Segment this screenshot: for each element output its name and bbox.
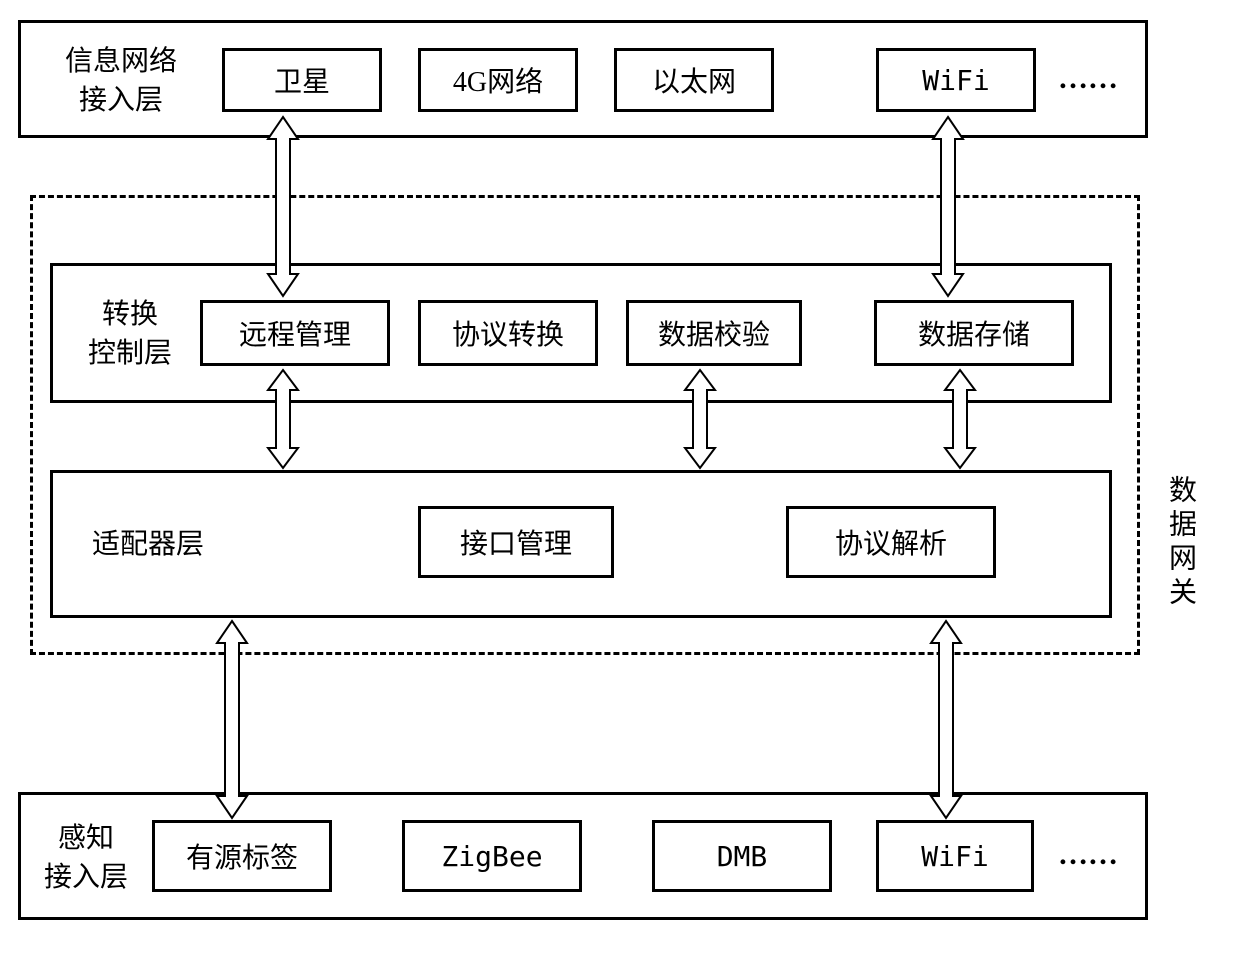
arrow-adapter-wifi [931, 621, 961, 818]
node-satellite: 卫星 [222, 48, 382, 112]
layer-label-text: 感知接入层 [44, 819, 128, 897]
node-label: 卫星 [274, 60, 330, 100]
layer-conversion-label: 转换控制层 [70, 298, 190, 370]
node-active-tag: 有源标签 [152, 820, 332, 892]
node-label: 以太网 [652, 60, 736, 100]
node-label: 4G网络 [453, 60, 543, 100]
node-label: 远程管理 [239, 313, 351, 353]
node-ethernet: 以太网 [614, 48, 774, 112]
ellipsis-bottom: …… [1058, 838, 1118, 872]
node-wifi-bottom: WiFi [876, 820, 1034, 892]
node-protocol-parsing: 协议解析 [786, 506, 996, 578]
ellipsis-text: …… [1058, 62, 1118, 96]
node-protocol-conversion: 协议转换 [418, 300, 598, 366]
layer-label-text: 转换控制层 [88, 295, 172, 373]
node-label: WiFi [922, 64, 989, 97]
arrow-remote-adapter [268, 370, 298, 468]
side-label-data-gateway: 数据网关 [1160, 458, 1200, 628]
side-label-text: 数据网关 [1160, 475, 1200, 611]
diagram-canvas: 信息网络接入层 卫星 4G网络 以太网 WiFi …… 数据网关 转换控制层 远… [0, 0, 1240, 969]
node-remote-management: 远程管理 [200, 300, 390, 366]
arrow-satellite-remote [268, 117, 298, 296]
arrow-wifi-storage [933, 117, 963, 296]
node-label: ZigBee [441, 840, 542, 873]
node-data-verification: 数据校验 [626, 300, 802, 366]
node-wifi-top: WiFi [876, 48, 1036, 112]
ellipsis-text: …… [1058, 838, 1118, 872]
node-label: 有源标签 [186, 836, 298, 876]
node-data-storage: 数据存储 [874, 300, 1074, 366]
arrow-adapter-tag [217, 621, 247, 818]
layer-info-access-label: 信息网络接入层 [36, 44, 206, 118]
node-label: 协议转换 [452, 313, 564, 353]
layer-perception-label: 感知接入层 [36, 822, 136, 894]
arrow-storage-adapter [945, 370, 975, 468]
node-zigbee: ZigBee [402, 820, 582, 892]
node-interface-management: 接口管理 [418, 506, 614, 578]
node-label: DMB [717, 840, 768, 873]
arrow-verify-adapter [685, 370, 715, 468]
layer-label-text: 信息网络接入层 [65, 42, 177, 120]
node-4g-network: 4G网络 [418, 48, 578, 112]
node-label: 协议解析 [835, 522, 947, 562]
layer-adapter-label: 适配器层 [78, 528, 218, 562]
layer-label-text: 适配器层 [92, 525, 204, 564]
node-label: 数据校验 [658, 313, 770, 353]
node-label: 数据存储 [918, 313, 1030, 353]
ellipsis-top: …… [1058, 62, 1118, 96]
node-label: 接口管理 [460, 522, 572, 562]
node-label: WiFi [921, 840, 988, 873]
node-dmb: DMB [652, 820, 832, 892]
